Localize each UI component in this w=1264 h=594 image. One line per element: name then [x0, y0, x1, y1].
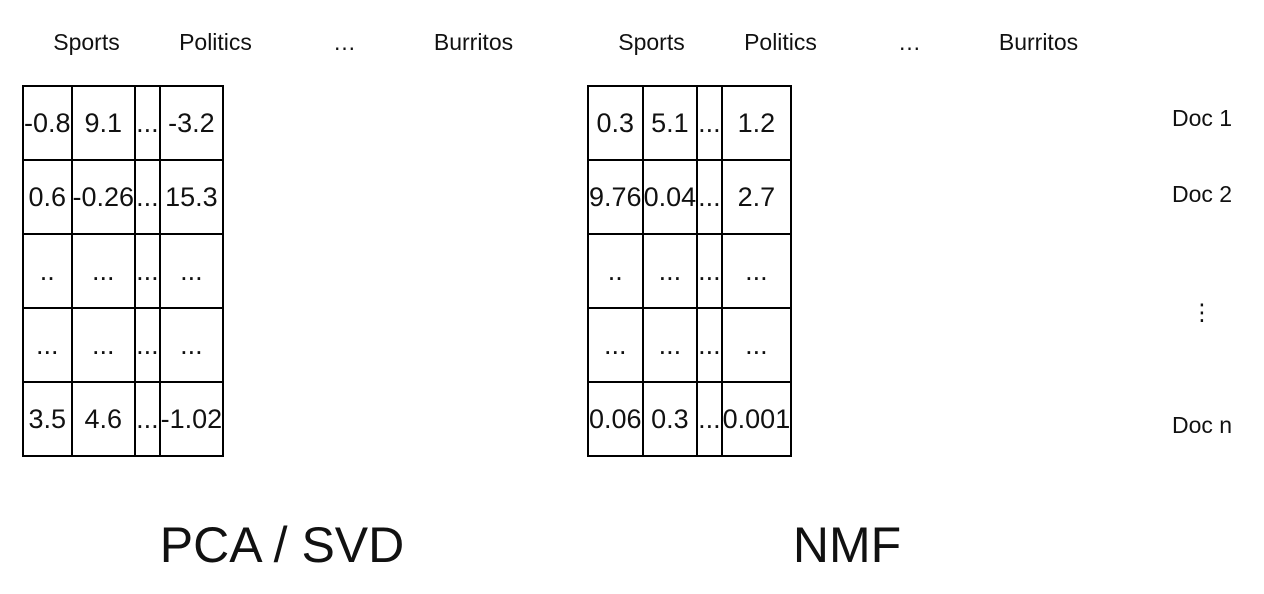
nmf-header-row: Sports Politics … Burritos — [587, 24, 1107, 60]
matrix-cell: ... — [158, 307, 225, 383]
pca-header-ellipsis: … — [333, 29, 356, 55]
matrix-cell: ... — [134, 381, 161, 457]
table-row: 0.3 5.1 ... 1.2 — [587, 85, 793, 161]
matrix-cell: 15.3 — [158, 159, 225, 235]
matrix-cell: 0.6 — [22, 159, 73, 235]
matrix-cell: ... — [720, 307, 793, 383]
table-row: -0.8 9.1 ... -3.2 — [22, 85, 225, 161]
matrix-cell: -3.2 — [158, 85, 225, 161]
matrix-cell: 9.1 — [70, 85, 137, 161]
matrix-cell: ... — [70, 233, 137, 309]
table-row: ... ... ... ... — [587, 307, 793, 383]
matrix-cell: .. — [587, 233, 644, 309]
matrix-cell: -1.02 — [158, 381, 225, 457]
matrix-cell: ... — [696, 307, 723, 383]
matrix-cell: ... — [70, 307, 137, 383]
table-row: 3.5 4.6 ... -1.02 — [22, 381, 225, 457]
table-row: 9.76 0.04 ... 2.7 — [587, 159, 793, 235]
matrix-cell: 3.5 — [22, 381, 73, 457]
table-row: .. ... ... ... — [587, 233, 793, 309]
matrix-cell: ... — [641, 307, 699, 383]
nmf-title: NMF — [792, 517, 902, 573]
matrix-cell: 2.7 — [720, 159, 793, 235]
matrix-cell: ... — [587, 307, 644, 383]
matrix-cell: 0.06 — [587, 381, 644, 457]
table-row: 0.06 0.3 ... 0.001 — [587, 381, 793, 457]
matrix-cell: 0.3 — [587, 85, 644, 161]
matrix-cell: -0.8 — [22, 85, 73, 161]
nmf-header-politics: Politics — [744, 29, 817, 55]
matrix-cell: ... — [158, 233, 225, 309]
matrix-cell: ... — [720, 233, 793, 309]
table-row: ... ... ... ... — [22, 307, 225, 383]
matrix-cell: 4.6 — [70, 381, 137, 457]
matrix-cell: ... — [641, 233, 699, 309]
matrix-cell: -0.26 — [70, 159, 137, 235]
pca-matrix: -0.8 9.1 ... -3.2 0.6 -0.26 ... 15.3 .. … — [22, 85, 225, 457]
pca-header-burritos: Burritos — [433, 29, 514, 55]
matrix-cell: ... — [134, 85, 161, 161]
matrix-cell: 1.2 — [720, 85, 793, 161]
table-row: .. ... ... ... — [22, 233, 225, 309]
nmf-matrix: 0.3 5.1 ... 1.2 9.76 0.04 ... 2.7 .. ...… — [587, 85, 793, 457]
nmf-header-sports: Sports — [618, 29, 685, 55]
matrix-cell: ... — [696, 85, 723, 161]
pca-title: PCA / SVD — [159, 517, 405, 573]
matrix-cell: 0.04 — [641, 159, 699, 235]
matrix-cell: ... — [22, 307, 73, 383]
pca-header-politics: Politics — [179, 29, 252, 55]
matrix-cell: 0.001 — [720, 381, 793, 457]
matrix-cell: ... — [696, 381, 723, 457]
pca-header-row: Sports Politics … Burritos — [22, 24, 542, 60]
matrix-cell: ... — [134, 233, 161, 309]
doc-label-vertical-ellipsis: ⋮ — [1190, 299, 1214, 325]
matrix-cell: .. — [22, 233, 73, 309]
nmf-header-burritos: Burritos — [998, 29, 1079, 55]
matrix-cell: 9.76 — [587, 159, 644, 235]
matrix-cell: 5.1 — [641, 85, 699, 161]
matrix-cell: ... — [696, 159, 723, 235]
doc-label-2: Doc 2 — [1171, 181, 1233, 207]
doc-label-1: Doc 1 — [1171, 105, 1233, 131]
pca-header-sports: Sports — [53, 29, 120, 55]
doc-label-n: Doc n — [1171, 412, 1233, 438]
matrix-cell: 0.3 — [641, 381, 699, 457]
nmf-header-ellipsis: … — [898, 29, 921, 55]
table-row: 0.6 -0.26 ... 15.3 — [22, 159, 225, 235]
matrix-cell: ... — [134, 159, 161, 235]
matrix-cell: ... — [696, 233, 723, 309]
matrix-cell: ... — [134, 307, 161, 383]
